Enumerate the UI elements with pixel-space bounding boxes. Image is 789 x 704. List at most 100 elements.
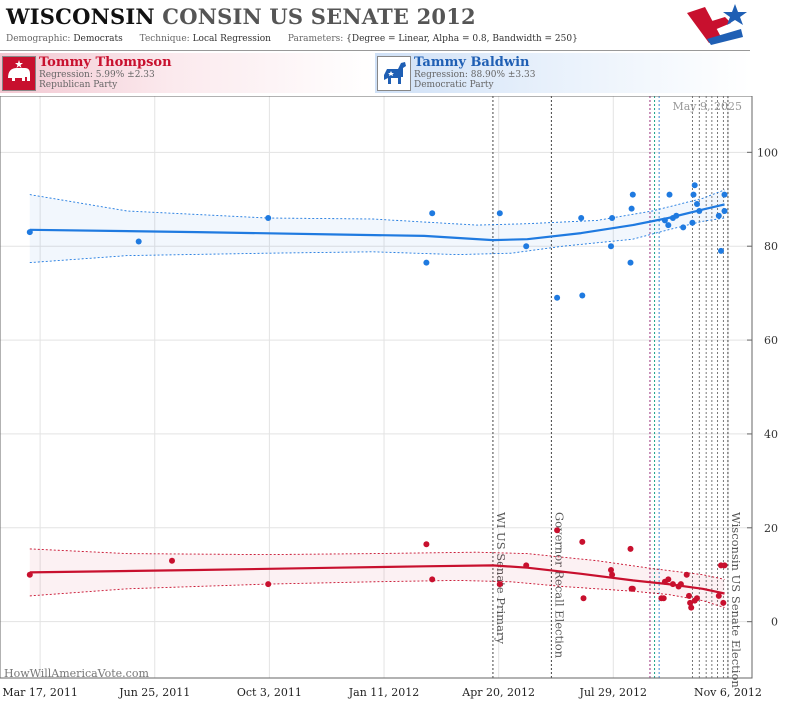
confidence-lower [29,579,725,609]
poll-point [423,259,430,266]
poll-point [666,191,673,198]
poll-point [628,205,635,212]
poll-point [423,541,430,548]
page-title: WISCONSIN CONSIN US SENATE 2012 [6,4,476,29]
site-logo-icon [687,4,747,45]
x-tick-label: Nov 6, 2012 [694,686,762,699]
poll-point [496,581,503,588]
poll-point [696,208,703,214]
poll-point [627,259,634,266]
poll-point [721,191,728,198]
poll-point [680,224,687,231]
event-layer: WI US Senate Primary Governor Recall Elec… [492,96,743,688]
candidate-name-baldwin: Tammy Baldwin [414,55,530,70]
technique-value: Local Regression [192,34,271,44]
candidate-name-thompson: Tommy Thompson [39,55,172,70]
demographic-label: Demographic: [6,34,71,44]
poll-point [718,247,724,254]
title-state: WISCONSIN [6,4,155,29]
poll-point [608,243,614,250]
trend-line [29,203,725,242]
poll-point [523,243,530,250]
poll-point [554,294,561,301]
poll-point [715,212,722,219]
parameters-value: {Degree = Linear, Alpha = 0.8, Bandwidth… [346,34,578,44]
y-tick-label: 0 [771,616,778,629]
y-tick-label: 60 [764,334,778,347]
poll-point [721,208,728,214]
y-tick-label: 40 [764,428,778,441]
confidence-upper [29,548,725,580]
confidence-lower [29,217,725,264]
x-tick-label: Oct 3, 2011 [237,686,302,699]
parameters-label: Parameters: [287,34,344,44]
parameter-line: Demographic: Democrats Technique: Local … [6,34,578,44]
poll-point [665,222,672,229]
x-tick-label: Jan 11, 2012 [348,686,420,699]
trend-layer [29,203,725,595]
poll-point [687,599,694,606]
poll-point [135,238,142,245]
event-label: WI US Senate Primary [494,512,508,644]
poll-point [694,595,700,602]
party-democratic: Democratic Party [414,80,494,90]
poll-point [691,182,698,189]
y-tick-label: 20 [764,522,778,535]
poll-point-layer [26,182,728,611]
x-tick-label: Jun 25, 2011 [118,686,190,699]
y-tick-label: 80 [764,240,778,253]
poll-point [265,215,272,221]
poll-point [686,592,692,599]
poll-point [496,210,503,217]
regression-baldwin: Regression: 88.90% ±3.33 [414,70,536,80]
poll-point [665,576,672,583]
poll-point [169,557,175,564]
elephant-icon [2,56,36,91]
regression-thompson: Regression: 5.99% ±2.33 [39,70,155,80]
poll-point [523,562,530,569]
x-tick-label: Mar 17, 2011 [2,686,78,699]
poll-chart: WI US Senate Primary Governor Recall Elec… [0,96,778,699]
poll-point [673,212,680,219]
poll-point [579,292,586,299]
poll-point [688,604,695,611]
poll-point [720,599,727,606]
technique-label: Technique: [139,34,190,44]
watermark-text: HowWillAmericaVote.com [4,667,149,680]
confidence-band-layer [29,189,725,609]
poll-point [669,581,676,588]
poll-point [690,191,697,198]
poll-point [721,562,728,569]
event-label: Governor Recall Election [552,512,566,659]
axis-layer: 0 20 40 60 80 100 Mar 17, 2011 Jun 25, 2011 Oct … [2,146,778,699]
poll-point [26,571,33,578]
confidence-band [29,548,725,608]
poll-point [629,191,636,198]
poll-point [579,538,586,545]
poll-point [660,595,667,602]
poll-point [715,592,722,599]
header-divider [0,50,750,51]
poll-point [429,210,436,217]
poll-point [608,567,614,573]
poll-point [26,229,33,236]
demographic-value: Democrats [73,34,123,44]
poll-point [683,571,690,578]
event-label: Wisconsin US Senate Election [729,512,743,688]
poll-point [265,581,272,588]
poll-point [609,215,616,221]
party-republican: Republican Party [39,80,118,90]
poll-point [689,219,696,226]
title-race: CONSIN US SENATE 2012 [162,4,476,29]
x-tick-label: Apr 20, 2012 [461,686,535,699]
plot-frame [0,96,753,679]
poll-point [429,576,436,583]
poll-point [661,217,668,224]
donkey-icon [377,56,411,91]
poll-point [627,545,634,552]
confidence-band [29,189,725,263]
candidate-panel-republican: Tommy Thompson Regression: 5.99% ±2.33 R… [0,53,375,93]
poll-point [580,595,587,602]
grid-layer [0,96,752,678]
poll-point [677,581,684,588]
